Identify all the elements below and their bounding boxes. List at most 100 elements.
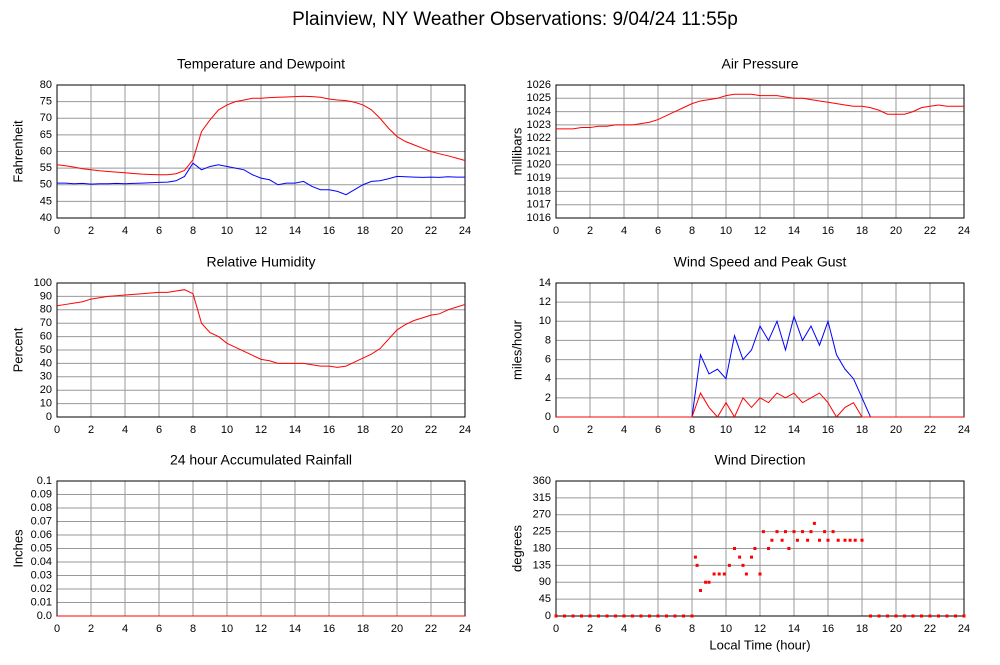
x-tick-label: 22 <box>425 424 437 436</box>
x-tick-label: 4 <box>621 623 627 635</box>
y-tick-label: 0.01 <box>31 596 52 608</box>
data-point <box>717 572 721 576</box>
x-tick-label: 2 <box>587 424 593 436</box>
y-tick-label: 0.0 <box>37 610 52 622</box>
data-line <box>56 289 466 368</box>
data-point <box>622 614 626 618</box>
x-tick-label: 24 <box>459 623 471 635</box>
x-tick-label: 0 <box>54 225 60 237</box>
x-tick-label: 8 <box>689 623 695 635</box>
y-tick-label: 75 <box>40 96 52 108</box>
x-tick-label: 8 <box>689 424 695 436</box>
x-tick-label: 12 <box>754 424 766 436</box>
y-tick-label: 60 <box>40 331 52 343</box>
data-point <box>695 563 699 567</box>
x-tick-label: 24 <box>459 225 471 237</box>
y-tick-label: 1018 <box>527 185 551 197</box>
data-point <box>744 572 748 576</box>
data-point <box>580 614 583 618</box>
data-point <box>826 538 830 542</box>
y-tick-label: 10 <box>539 315 551 327</box>
data-point <box>699 589 702 592</box>
y-tick-label: 40 <box>40 357 52 369</box>
x-tick-label: 0 <box>553 225 559 237</box>
x-tick-label: 8 <box>190 623 196 635</box>
x-tick-label: 22 <box>924 424 936 436</box>
data-point <box>818 538 821 542</box>
y-tick-label: 1025 <box>527 92 551 104</box>
y-tick-label: 80 <box>40 304 52 316</box>
data-point <box>767 547 770 550</box>
x-tick-label: 10 <box>221 424 233 436</box>
y-tick-label: 1016 <box>527 212 551 224</box>
x-tick-label: 16 <box>323 424 335 436</box>
y-tick-label: 8 <box>545 334 551 346</box>
y-tick-label: 80 <box>40 79 52 91</box>
data-line <box>56 95 466 176</box>
x-tick-label: 8 <box>190 424 196 436</box>
y-tick-label: 0 <box>46 411 52 423</box>
x-tick-label: 20 <box>890 424 902 436</box>
data-point <box>738 555 742 559</box>
y-tick-label: 1019 <box>527 172 551 184</box>
x-tick-label: 4 <box>122 623 128 635</box>
data-point <box>792 530 796 534</box>
x-tick-label: 16 <box>323 623 335 635</box>
y-tick-label: 0.08 <box>31 502 52 514</box>
data-point <box>631 614 634 618</box>
y-tick-label: 0.1 <box>37 475 52 487</box>
x-tick-label: 18 <box>856 424 868 436</box>
x-tick-label: 10 <box>720 225 732 237</box>
x-tick-label: 10 <box>221 623 233 635</box>
data-point <box>853 538 857 542</box>
x-tick-label: 24 <box>958 424 970 436</box>
x-tick-label: 20 <box>391 623 403 635</box>
y-tick-label: 0.07 <box>31 515 52 527</box>
x-tick-label: 6 <box>156 225 162 237</box>
x-tick-label: 16 <box>822 225 834 237</box>
y-axis-label: Fahrenheit <box>10 120 25 183</box>
x-tick-label: 10 <box>720 623 732 635</box>
data-point <box>954 614 957 618</box>
y-axis-label: degrees <box>509 525 524 572</box>
x-tick-label: 18 <box>357 424 369 436</box>
data-point <box>722 572 726 576</box>
y-tick-label: 0.09 <box>31 488 52 500</box>
y-tick-label: 270 <box>533 509 551 521</box>
x-tick-label: 2 <box>587 623 593 635</box>
data-point <box>639 614 643 618</box>
y-tick-label: 90 <box>40 290 52 302</box>
y-tick-label: 100 <box>34 277 52 289</box>
x-tick-label: 6 <box>655 424 661 436</box>
y-tick-label: 1024 <box>527 106 551 118</box>
data-point <box>753 547 757 550</box>
data-line <box>57 162 465 196</box>
figure-title: Plainview, NY Weather Observations: 9/04… <box>292 9 738 30</box>
y-tick-label: 90 <box>539 576 551 588</box>
x-tick-label: 10 <box>720 424 732 436</box>
y-tick-label: 45 <box>539 593 551 605</box>
data-point <box>707 580 711 584</box>
plot-frame <box>56 282 466 418</box>
x-tick-label: 6 <box>655 225 661 237</box>
y-tick-label: 12 <box>539 296 551 308</box>
x-tick-label: 18 <box>856 225 868 237</box>
data-point <box>614 614 617 618</box>
data-point <box>928 614 932 618</box>
y-tick-label: 0.04 <box>31 556 52 568</box>
x-tick-label: 2 <box>88 424 94 436</box>
y-tick-label: 360 <box>533 475 551 487</box>
plot-frame <box>56 84 466 219</box>
data-point <box>750 555 753 559</box>
y-tick-label: 70 <box>40 317 52 329</box>
plot-frame <box>555 480 965 617</box>
data-point <box>571 614 575 618</box>
y-tick-label: 180 <box>533 542 551 554</box>
data-point <box>806 538 810 542</box>
y-tick-label: 1022 <box>527 132 551 144</box>
x-tick-label: 10 <box>221 225 233 237</box>
y-tick-label: 1026 <box>527 79 551 91</box>
data-point <box>937 614 940 618</box>
y-tick-label: 0.06 <box>31 529 52 541</box>
data-point <box>886 614 889 618</box>
